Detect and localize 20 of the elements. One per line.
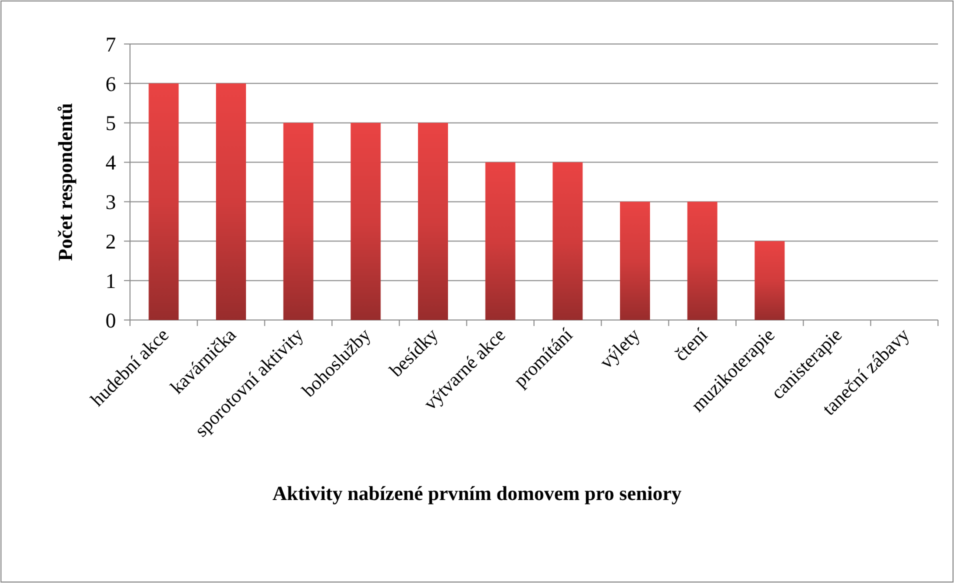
y-tick-label: 7 xyxy=(106,32,116,56)
bar xyxy=(216,83,246,320)
y-tick-label: 5 xyxy=(106,111,116,136)
x-axis-title: Aktivity nabízené prvním domovem pro seniory xyxy=(272,483,682,505)
y-tick-label: 3 xyxy=(106,190,116,214)
y-tick-label: 2 xyxy=(106,229,116,254)
bar xyxy=(754,241,785,320)
y-tick-label: 1 xyxy=(106,268,116,293)
bar xyxy=(283,122,314,320)
bar xyxy=(148,83,179,320)
bar xyxy=(620,202,650,320)
y-tick-label: 4 xyxy=(106,150,116,175)
y-tick-label: 6 xyxy=(106,72,116,96)
bar xyxy=(552,162,583,320)
y-tick-label: 0 xyxy=(106,308,116,332)
bar xyxy=(418,122,448,320)
y-axis-title: Počet respondentů xyxy=(55,103,77,261)
bar xyxy=(485,162,516,320)
bar xyxy=(350,122,381,320)
bar xyxy=(687,202,718,320)
